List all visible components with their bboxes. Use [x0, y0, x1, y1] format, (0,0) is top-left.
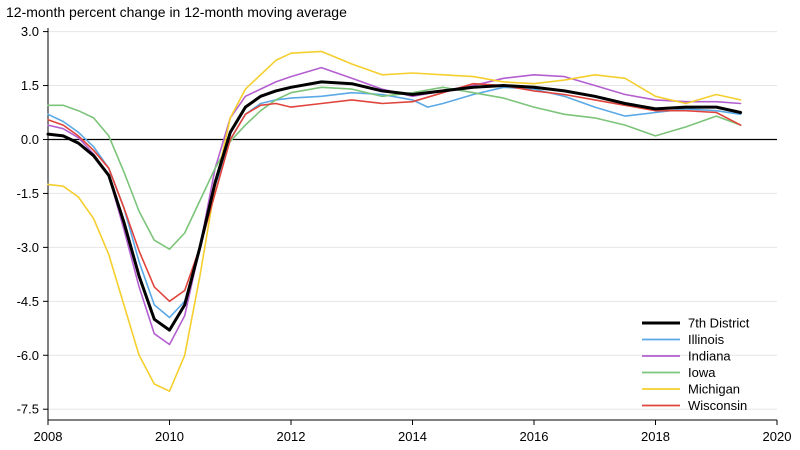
legend-label: Michigan: [688, 382, 740, 397]
y-tick-label: 1.5: [21, 78, 39, 93]
y-tick-label: 3.0: [21, 24, 39, 39]
series-line-illinois: [47, 86, 742, 319]
legend-label: 7th District: [688, 316, 750, 331]
legend-label: Indiana: [688, 349, 731, 364]
legend-label: Iowa: [688, 365, 716, 380]
x-tick-label: 2018: [641, 429, 670, 444]
series-line-7th-district: [46, 80, 743, 332]
y-tick-label: -7.5: [17, 402, 39, 417]
legend-label: Illinois: [688, 332, 725, 347]
y-tick-label: -6.0: [17, 348, 39, 363]
y-tick-label: -3.0: [17, 240, 39, 255]
series-lines: [46, 50, 743, 392]
y-axis-title: 12-month percent change in 12-month movi…: [6, 4, 347, 20]
series-line-indiana: [47, 66, 742, 346]
series-line-michigan: [47, 50, 742, 392]
x-tick-label: 2020: [763, 429, 792, 444]
y-tick-label: 0.0: [21, 132, 39, 147]
series-line-iowa: [47, 86, 742, 250]
x-tick-label: 2012: [277, 429, 306, 444]
y-tick-label: -4.5: [17, 294, 39, 309]
x-tick-label: 2010: [155, 429, 184, 444]
y-tick-label: -1.5: [17, 186, 39, 201]
series-line-wisconsin: [47, 82, 742, 303]
axes: 3.0 1.5 0.0 -1.5 -3.0 -4.5 -6.0 -7.5 2008 2010 201…: [17, 24, 792, 444]
legend-label: Wisconsin: [688, 398, 747, 413]
x-tick-label: 2014: [398, 429, 427, 444]
gridlines: [48, 31, 777, 410]
x-tick-label: 2016: [520, 429, 549, 444]
x-tick-label: 2008: [34, 429, 63, 444]
